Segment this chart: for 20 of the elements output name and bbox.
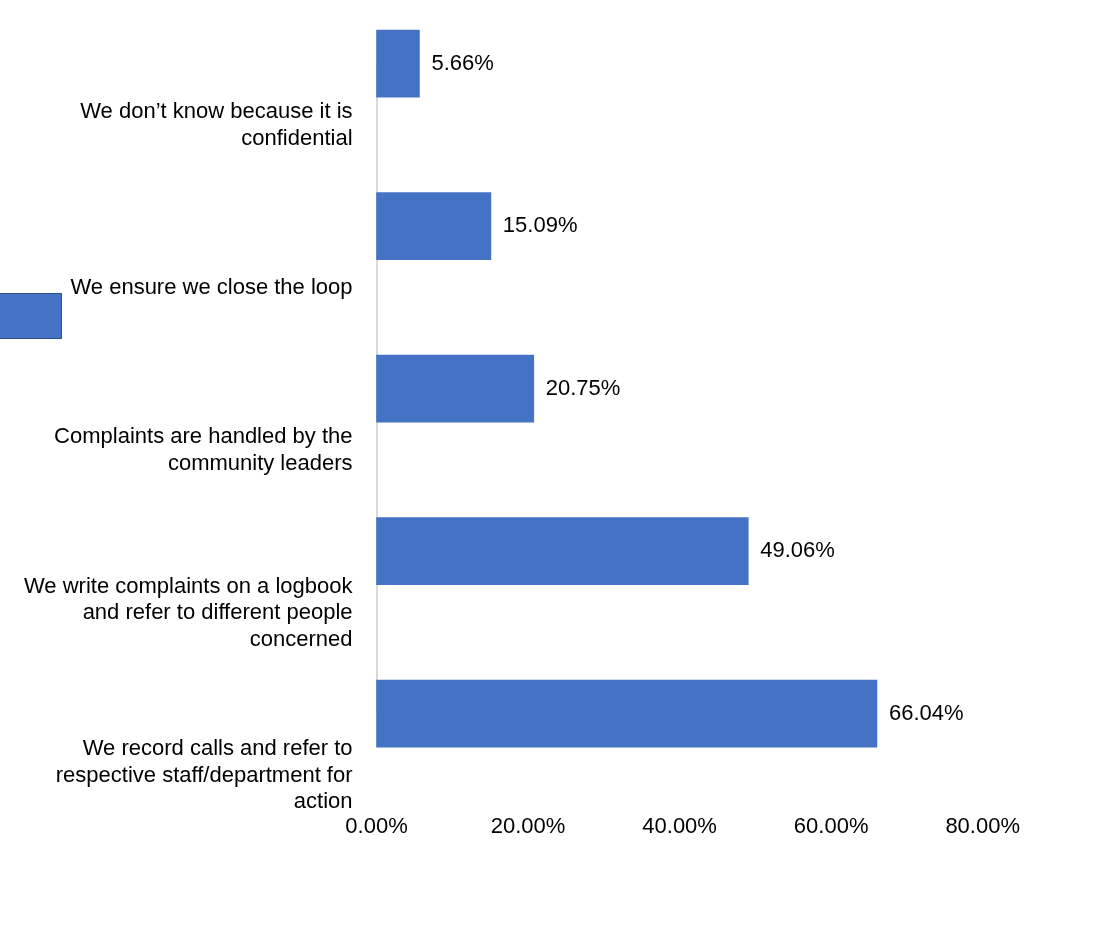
y-tick-label: We write complaints on a logbook and refer to different people concerned: [23, 572, 354, 651]
x-tick-label: 40.00%: [642, 812, 717, 838]
data-label: 49.06%: [760, 537, 835, 563]
data-label: 20.75%: [545, 374, 621, 400]
bar: [376, 29, 420, 98]
x-tick-label: 60.00%: [793, 812, 869, 838]
y-tick-label: Complaints are handled by the community leaders: [54, 423, 353, 475]
x-tick-label: 20.00%: [490, 812, 566, 838]
y-tick-label: We record calls and refer to respective staff/department for action: [55, 735, 353, 814]
x-tick-label: 80.00%: [945, 812, 1020, 838]
data-label: 5.66%: [431, 49, 494, 75]
y-tick-label: We ensure we close the loop: [70, 274, 353, 300]
data-label: 15.09%: [502, 212, 578, 238]
y-tick-label: We don’t know because it is confidential: [80, 98, 353, 150]
bar: [376, 354, 535, 423]
bar: [376, 679, 878, 748]
bar: [376, 517, 749, 585]
x-tick-label: 0.00%: [345, 812, 408, 838]
bar: [376, 192, 492, 260]
data-label: 66.04%: [888, 699, 964, 725]
